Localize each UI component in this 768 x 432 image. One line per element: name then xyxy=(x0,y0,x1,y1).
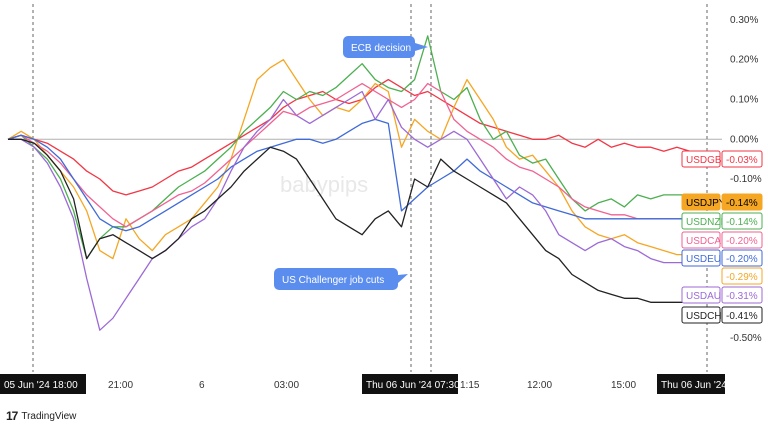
secondary-value: -0.29% xyxy=(726,272,758,283)
x-tick-label: 1:15 xyxy=(460,380,480,391)
x-tick-label: 15:00 xyxy=(611,380,636,391)
y-tick-label: -0.10% xyxy=(730,174,762,185)
x-tick-label: 12:00 xyxy=(527,380,552,391)
callout-text: ECB decision xyxy=(351,43,411,54)
x-tick-label: 05 Jun '24 18:00 xyxy=(4,380,78,391)
y-axis: 0.30% 0.20% 0.10% 0.00% -0.10% -0.50% xyxy=(730,15,762,344)
series-label-usdchf: USDCHF-0.41% xyxy=(681,306,763,324)
series-label-usdnzd: USDNZD-0.14% xyxy=(681,212,763,230)
series-label-usdgbp: USDGBP-0.03% xyxy=(681,150,763,168)
series-value-badge xyxy=(721,212,763,230)
y-tick-label: 0.20% xyxy=(730,55,758,66)
series-last-value: -0.14% xyxy=(726,217,758,228)
series-name: USDCHF xyxy=(686,311,728,322)
series-name-badge xyxy=(681,249,721,267)
x-tick-label: 21:00 xyxy=(108,380,133,391)
series-last-value: -0.20% xyxy=(726,236,758,247)
y-tick-label: -0.50% xyxy=(730,333,762,344)
secondary-value-badge xyxy=(721,267,763,285)
series-last-value: -0.20% xyxy=(726,254,758,265)
series-label-usdeur: USDEUR-0.20% xyxy=(681,249,763,267)
callout-pointer xyxy=(415,43,428,51)
x-tick-label: 6 xyxy=(199,380,205,391)
series-name-badge xyxy=(681,306,721,324)
series-label-usdjpy: USDJPY -0.14% xyxy=(681,193,763,211)
series-label-usdaud: USDAUD-0.31% xyxy=(681,286,763,304)
tradingview-label: TradingView xyxy=(21,410,77,422)
series-name: USDGBP xyxy=(686,155,729,166)
series-label-usdcad: USDCAD-0.20% xyxy=(681,231,763,249)
y-tick-label: 0.30% xyxy=(730,15,758,26)
series-value-badge xyxy=(721,306,763,324)
series-value-badge xyxy=(721,286,763,304)
tradingview-logo-icon: 17 xyxy=(6,409,18,423)
x-tick-highlight xyxy=(362,374,458,394)
series-value-badge xyxy=(721,249,763,267)
callout-us-challenger: US Challenger job cuts xyxy=(274,268,408,290)
callout-ecb-decision: ECB decision xyxy=(343,36,428,58)
series-name: USDEUR xyxy=(686,254,728,265)
x-tick-label: Thu 06 Jun '24 07:30 xyxy=(366,380,460,391)
series-last-value: -0.14% xyxy=(726,198,758,209)
series-line-usdcad xyxy=(7,82,690,228)
series-line-usdchf xyxy=(8,138,690,303)
callout-box xyxy=(343,36,415,58)
series-line-usdnzd xyxy=(7,35,690,260)
series-value-badge xyxy=(721,193,763,211)
x-axis: 05 Jun '24 18:00 21:00 6 03:00 Thu 06 Jun '2… xyxy=(0,372,768,396)
annotations: ECB decision US Challenger job cuts xyxy=(274,36,428,290)
tradingview-branding: 17 TradingView xyxy=(6,409,76,423)
series-last-value: -0.41% xyxy=(726,311,758,322)
x-tick-highlight xyxy=(657,374,725,394)
x-tick-highlight xyxy=(0,374,86,394)
callout-box xyxy=(274,268,398,290)
series-name: USDJPY xyxy=(686,198,726,209)
series-name: USDCAD xyxy=(686,236,728,247)
callout-text: US Challenger job cuts xyxy=(282,275,384,286)
series-name: USDAUD xyxy=(686,291,728,302)
series-line-usdgbp xyxy=(7,78,691,196)
y-tick-label: 0.00% xyxy=(730,134,758,145)
x-tick-label: 03:00 xyxy=(274,380,299,391)
series-name-badge xyxy=(681,212,721,230)
chart-series xyxy=(7,35,691,331)
series-value-badge xyxy=(721,231,763,249)
series-name-badge xyxy=(681,231,721,249)
series-last-value: -0.03% xyxy=(726,155,758,166)
series-line-usdaud xyxy=(8,90,690,331)
series-label-orange-secondary: -0.29% xyxy=(721,267,763,285)
series-name-badge xyxy=(681,193,721,211)
series-value-badge xyxy=(721,150,763,168)
series-name-badge xyxy=(681,286,721,304)
series-name-badge xyxy=(681,150,721,168)
series-line-usdeur xyxy=(7,118,690,232)
y-tick-label: 0.10% xyxy=(730,94,758,105)
series-last-value: -0.31% xyxy=(726,291,758,302)
watermark: babypips xyxy=(280,172,368,197)
series-name: USDNZD xyxy=(686,217,728,228)
x-tick-label: Thu 06 Jun '24 xyxy=(661,380,727,391)
callout-pointer xyxy=(398,274,408,283)
series-labels: USDGBP-0.03%USDJPY -0.14%USDNZD-0.14%USDC… xyxy=(681,150,763,324)
